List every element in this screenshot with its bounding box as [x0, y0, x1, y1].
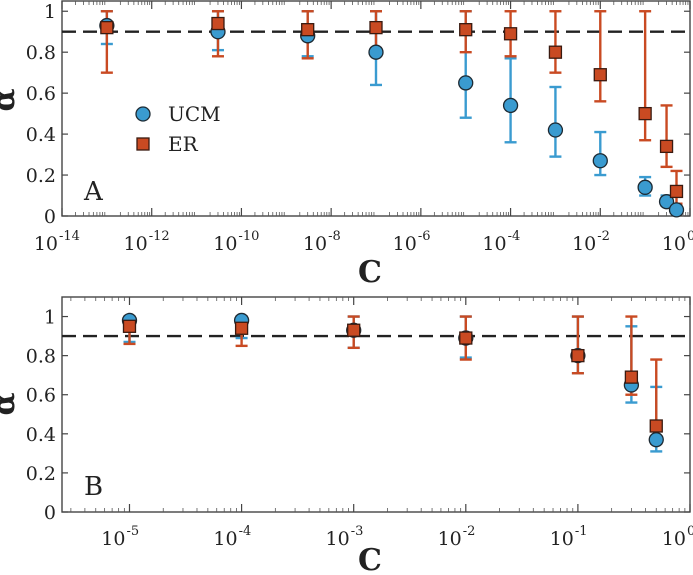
x-tick-label: 10 — [303, 233, 327, 255]
x-tick-label: 10 — [393, 233, 417, 255]
x-tick-label: 10 — [662, 233, 686, 255]
x-tick-label: 10 — [101, 528, 125, 550]
point-er — [649, 419, 663, 433]
x-tick-label: 10 — [662, 528, 686, 550]
point-er — [211, 16, 225, 31]
point-er — [234, 321, 249, 335]
legend-marker-ucm — [135, 106, 151, 122]
point-er — [669, 184, 684, 199]
y-tick-label: 0 — [44, 206, 56, 228]
point-er — [638, 106, 652, 121]
x-axis-label: C — [358, 255, 382, 290]
y-axis-label: α — [0, 392, 22, 415]
plot-frame — [61, 0, 691, 217]
point-ucm — [658, 194, 675, 210]
point-er — [503, 27, 518, 41]
x-tick-label: 10 — [34, 233, 58, 255]
x-tick-label: 10 — [213, 233, 237, 255]
x-axis-label: C — [358, 543, 382, 575]
x-tick-label: 10 — [572, 233, 596, 255]
y-tick-label: 0.6 — [26, 385, 56, 407]
plot-frame — [61, 296, 691, 513]
point-er — [122, 319, 137, 333]
point-er — [548, 45, 563, 59]
x-tick-label: 10 — [326, 528, 350, 550]
point-ucm — [668, 202, 685, 218]
x-tick-label: 10 — [213, 528, 237, 550]
x-tick-exponent: -1 — [575, 524, 588, 539]
point-ucm — [637, 179, 653, 195]
point-er — [624, 370, 639, 384]
x-tick-exponent: -4 — [508, 229, 521, 244]
y-tick-label: 0.4 — [26, 124, 56, 146]
point-er — [347, 323, 361, 337]
point-er — [459, 23, 473, 37]
y-tick-label: 0.6 — [26, 83, 56, 105]
point-er — [659, 139, 674, 154]
y-tick-label: 0.8 — [26, 346, 56, 368]
x-tick-exponent: -3 — [351, 524, 364, 539]
x-tick-exponent: 0 — [687, 524, 693, 539]
x-tick-label: 10 — [124, 233, 148, 255]
x-tick-exponent: -14 — [59, 229, 80, 244]
x-tick-exponent: -5 — [126, 524, 139, 539]
point-er — [459, 331, 473, 345]
legend-label: ER — [168, 132, 199, 156]
x-tick-label: 10 — [438, 528, 462, 550]
x-tick-exponent: -10 — [238, 229, 259, 244]
panel-tag: B — [84, 472, 103, 502]
x-tick-exponent: -12 — [149, 229, 170, 244]
point-er — [301, 23, 315, 37]
x-tick-exponent: 0 — [687, 229, 693, 244]
y-tick-label: 0.2 — [26, 165, 56, 187]
x-tick-exponent: -8 — [328, 229, 341, 244]
point-er — [369, 20, 383, 35]
y-tick-label: 1 — [44, 1, 56, 23]
point-er — [593, 68, 607, 82]
point-er — [571, 348, 585, 363]
x-tick-exponent: -4 — [239, 524, 252, 539]
y-tick-label: 1 — [44, 307, 56, 329]
legend: UCM ER — [135, 102, 221, 156]
x-tick-label: 10 — [550, 528, 574, 550]
legend-label: UCM — [168, 102, 221, 126]
x-tick-exponent: -2 — [597, 229, 610, 244]
y-tick-label: 0.4 — [26, 424, 56, 446]
point-ucm — [648, 432, 664, 448]
y-tick-label: 0.8 — [26, 42, 56, 64]
point-ucm — [368, 44, 384, 60]
x-tick-exponent: -6 — [418, 229, 431, 244]
point-ucm — [592, 153, 608, 169]
point-er — [100, 20, 114, 35]
point-ucm — [502, 97, 519, 114]
x-tick-label: 10 — [482, 233, 506, 255]
legend-marker-er — [136, 137, 150, 151]
point-ucm — [458, 75, 474, 91]
y-tick-label: 0.2 — [26, 463, 56, 485]
y-axis-label: α — [0, 88, 22, 111]
x-tick-exponent: -2 — [463, 524, 476, 539]
panel-tag: A — [83, 177, 104, 207]
y-tick-label: 0 — [44, 502, 56, 524]
point-ucm — [547, 122, 564, 138]
